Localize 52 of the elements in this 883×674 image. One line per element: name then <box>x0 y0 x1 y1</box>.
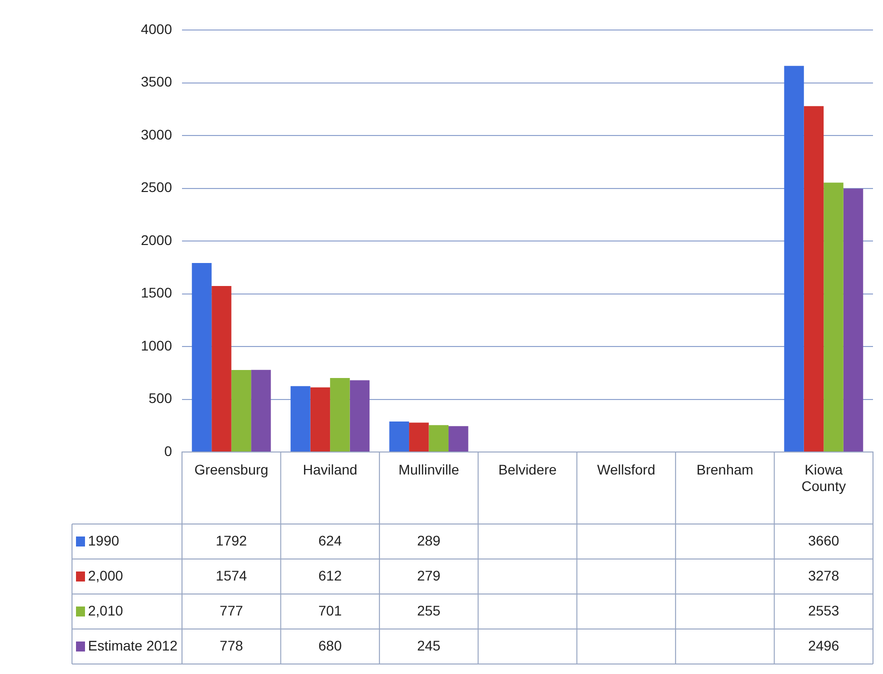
y-tick-label: 500 <box>148 390 172 406</box>
bar <box>784 66 804 452</box>
data-label: 289 <box>417 532 441 548</box>
bar <box>843 188 864 452</box>
legend-label: Estimate 2012 <box>88 637 178 654</box>
data-label: 3278 <box>808 567 840 584</box>
data-label: 2496 <box>808 637 840 654</box>
bar <box>804 106 824 452</box>
bar <box>409 422 429 452</box>
data-label: 680 <box>318 637 342 654</box>
bar <box>251 370 271 452</box>
bar <box>192 262 212 452</box>
data-label: 3660 <box>808 532 840 548</box>
y-tick-label: 2000 <box>140 232 172 248</box>
data-label: 255 <box>417 602 441 618</box>
legend-label: 1990 <box>88 532 120 548</box>
y-tick-label: 3500 <box>140 74 172 90</box>
y-tick-label: 4000 <box>140 20 172 37</box>
x-tick-label: Brenham <box>696 461 754 478</box>
bar <box>389 422 410 452</box>
y-tick-label: 2500 <box>140 179 172 196</box>
data-label: 701 <box>318 602 342 618</box>
bar <box>290 386 310 452</box>
bar <box>310 387 330 452</box>
x-tick-label: Greensburg <box>194 461 268 478</box>
bar <box>824 182 844 452</box>
bar <box>428 425 449 452</box>
x-tick-label: Belvidere <box>498 461 557 478</box>
y-tick-label: 0 <box>164 442 172 459</box>
data-label: 624 <box>318 532 342 548</box>
data-label: 2553 <box>808 602 840 618</box>
bar <box>231 370 252 452</box>
bar <box>448 426 468 452</box>
bar <box>350 380 370 452</box>
y-tick-label: 1500 <box>140 284 172 301</box>
bar <box>330 378 350 452</box>
x-tick-label: Haviland <box>302 461 358 478</box>
data-label: 1574 <box>216 567 248 584</box>
data-label: 1792 <box>216 532 248 548</box>
x-tick-label: Wellsford <box>597 461 656 478</box>
data-label: 777 <box>220 602 244 618</box>
data-label: 778 <box>220 637 244 654</box>
y-tick-label: 3000 <box>140 126 172 142</box>
legend-label: 2,010 <box>88 602 124 618</box>
y-tick-label: 1000 <box>140 337 172 354</box>
data-label: 612 <box>318 567 342 584</box>
legend-label: 2,000 <box>88 567 124 584</box>
data-label: 279 <box>417 567 441 584</box>
x-tick-label: Mullinville <box>398 461 460 478</box>
x-tick-label: Kiowa County <box>801 461 846 494</box>
data-label: 245 <box>417 637 441 654</box>
bar <box>212 286 232 452</box>
